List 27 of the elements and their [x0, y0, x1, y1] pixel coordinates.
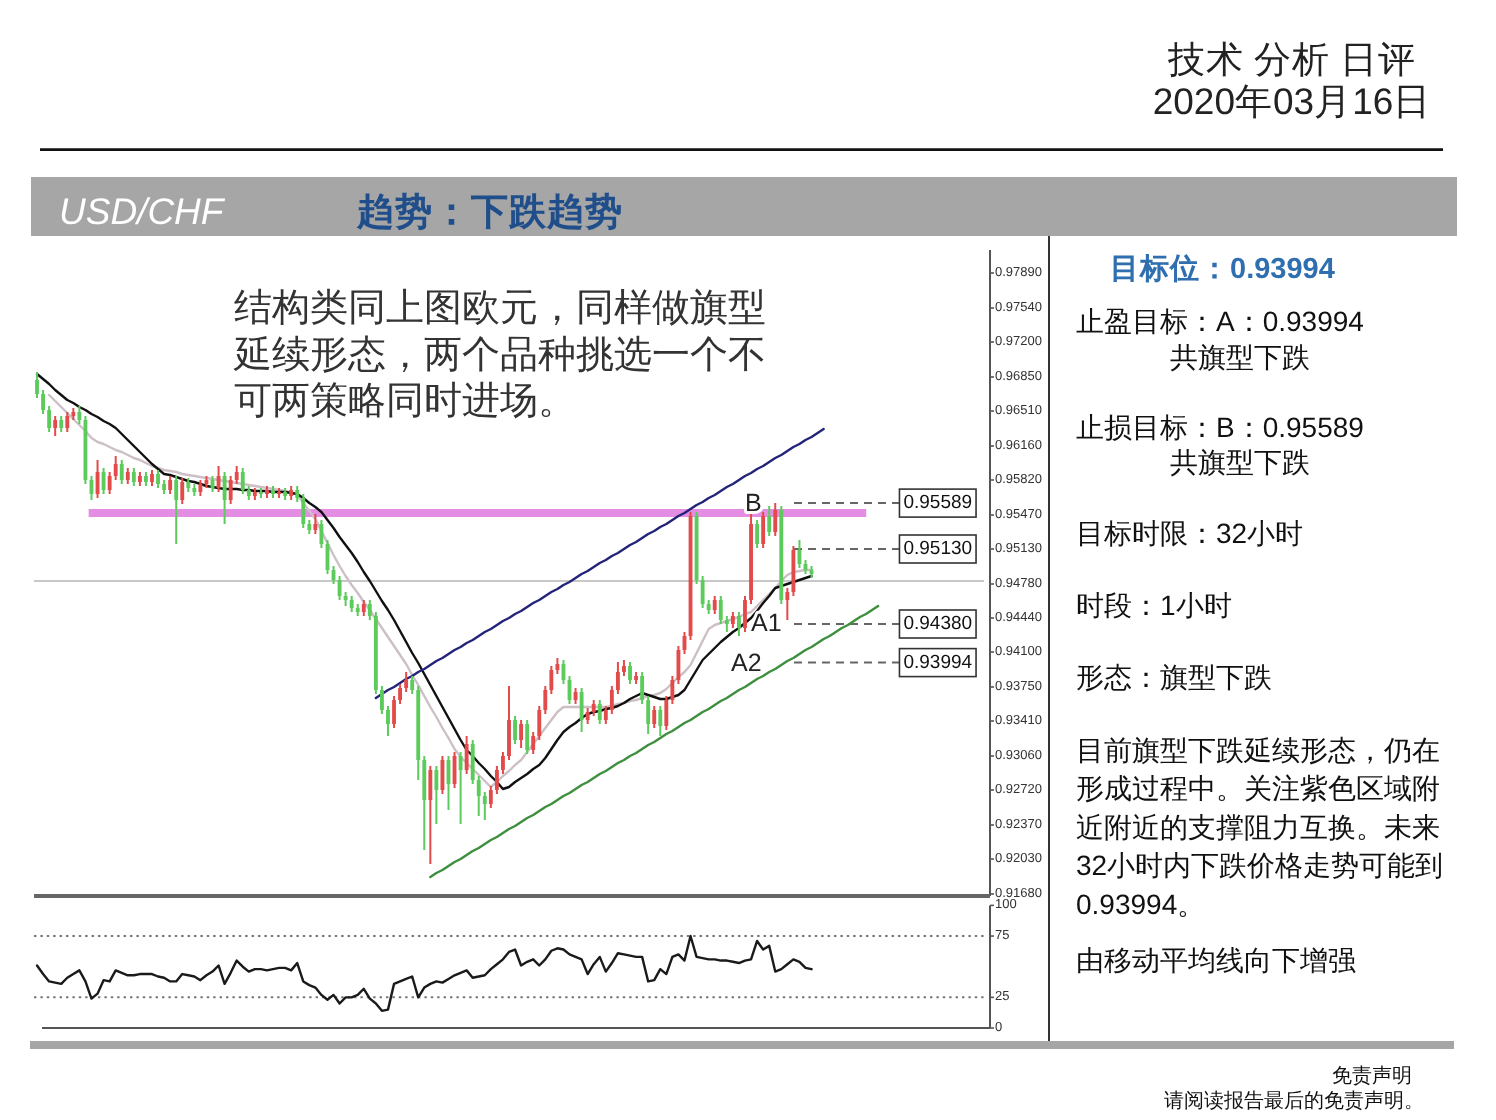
text: 2020年03月16日	[1152, 80, 1432, 122]
ref-line-label: 0.94380	[903, 613, 973, 635]
text: 共旗型下跌	[1170, 446, 1310, 478]
annotation: A1	[751, 609, 782, 638]
text: 目前旗型下跌延续形态，仍在形成过程中。关注紫色区域附近附近的支撑阻力互换。未来32小时内下跌价格走势可能到0.93994。	[1076, 734, 1444, 920]
text: 止盈目标：A：0.93994	[1076, 305, 1365, 338]
text: 止损目标：B：0.95589	[1076, 410, 1365, 443]
text: 共旗型下跌	[1170, 340, 1310, 373]
annotation: 结构类同上图欧元，同样做旗型延续形态，两个品种挑选一个不可两策略同时进场。	[232, 287, 766, 423]
line-series	[429, 604, 880, 879]
text: 时段：1小时	[1076, 589, 1232, 622]
ref-line-label: 0.95130	[903, 538, 973, 560]
line-series	[374, 427, 825, 700]
chart-title: USD/CHF	[59, 190, 227, 232]
text: 目标位：0.93994	[1110, 252, 1335, 286]
annotation: B	[745, 489, 762, 518]
annotation: A2	[731, 649, 762, 677]
ref-line-label: 0.93994	[903, 651, 973, 674]
text: 目标时限：32小时	[1076, 517, 1304, 550]
text: 请阅读报告最后的免责声明。	[1164, 1088, 1424, 1112]
text: 免责声明	[1332, 1063, 1412, 1087]
text: 由移动平均线向下增强	[1076, 944, 1356, 976]
ref-line-label: 0.95589	[903, 492, 973, 515]
chart-subtitle: 趋势：下跌趋势	[355, 190, 623, 232]
text: 形态：旗型下跌	[1076, 660, 1272, 693]
line-series	[35, 934, 813, 1013]
text: 技术 分析 日评	[1165, 38, 1417, 80]
